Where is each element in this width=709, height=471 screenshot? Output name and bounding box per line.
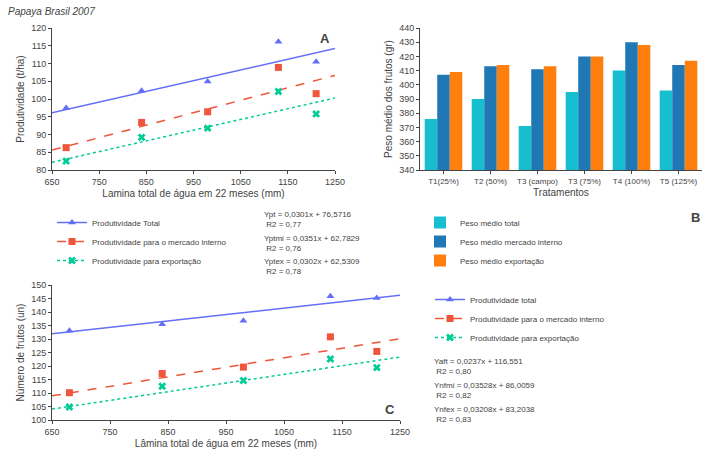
svg-text:105: 105 bbox=[31, 402, 46, 412]
svg-text:105: 105 bbox=[31, 76, 46, 86]
svg-text:Peso médio total: Peso médio total bbox=[460, 219, 520, 228]
svg-text:1150: 1150 bbox=[278, 177, 297, 187]
svg-text:850: 850 bbox=[160, 427, 175, 437]
svg-text:750: 750 bbox=[102, 427, 117, 437]
svg-text:950: 950 bbox=[218, 427, 233, 437]
svg-text:430: 430 bbox=[399, 37, 414, 47]
svg-text:115: 115 bbox=[32, 375, 46, 385]
svg-text:400: 400 bbox=[399, 80, 414, 90]
svg-text:Tratamentos: Tratamentos bbox=[533, 187, 589, 198]
svg-text:145: 145 bbox=[31, 294, 46, 304]
svg-text:85: 85 bbox=[36, 147, 46, 157]
svg-text:T5 (125%): T5 (125%) bbox=[660, 177, 698, 186]
svg-text:340: 340 bbox=[399, 165, 414, 175]
svg-text:T2 (50%): T2 (50%) bbox=[474, 177, 507, 186]
svg-text:T1(25%): T1(25%) bbox=[428, 177, 459, 186]
svg-text:T3 (campo): T3 (campo) bbox=[517, 177, 558, 186]
svg-text:Peso médio dos frutos (gr): Peso médio dos frutos (gr) bbox=[383, 40, 394, 158]
svg-text:750: 750 bbox=[92, 177, 107, 187]
svg-text:650: 650 bbox=[44, 427, 59, 437]
svg-text:1250: 1250 bbox=[325, 177, 345, 187]
svg-text:110: 110 bbox=[32, 59, 46, 69]
svg-text:90: 90 bbox=[36, 130, 46, 140]
svg-text:Yaft = 0,0237x + 116,551 R2 =: Yaft = 0,0237x + 116,551 R2 = 0,80 bbox=[434, 357, 523, 376]
svg-text:Produtividade para o mercado i: Produtividade para o mercado interno bbox=[470, 315, 604, 324]
svg-text:C: C bbox=[385, 402, 395, 417]
svg-text:360: 360 bbox=[399, 137, 414, 147]
svg-text:Peso médio exportação: Peso médio exportação bbox=[460, 257, 545, 266]
svg-text:Número de frutos (un): Número de frutos (un) bbox=[15, 304, 26, 402]
svg-text:440: 440 bbox=[399, 23, 414, 33]
svg-text:1150: 1150 bbox=[332, 427, 351, 437]
svg-text:100: 100 bbox=[31, 415, 46, 425]
svg-text:390: 390 bbox=[399, 94, 414, 104]
svg-text:Yptmi = 0,0351x + 62,7829 R2 =: Yptmi = 0,0351x + 62,7829 R2 = 0,76 bbox=[264, 234, 360, 253]
svg-text:380: 380 bbox=[399, 108, 414, 118]
svg-text:150: 150 bbox=[31, 280, 46, 290]
svg-text:Ypt = 0,0301x + 76,5716 R2 = 0: Ypt = 0,0301x + 76,5716 R2 = 0,77 bbox=[264, 210, 352, 229]
svg-text:Produtividade total: Produtividade total bbox=[470, 296, 536, 305]
svg-text:1250: 1250 bbox=[390, 427, 410, 437]
svg-text:A: A bbox=[320, 31, 330, 46]
svg-text:Lamina total de água em 22 mes: Lamina total de água em 22 meses (mm) bbox=[102, 188, 284, 199]
svg-text:Produtividade Total: Produtividade Total bbox=[92, 219, 160, 228]
svg-text:Lâmina total de água em 22 mes: Lâmina total de água em 22 meses (mm) bbox=[135, 438, 317, 449]
svg-text:120: 120 bbox=[31, 23, 46, 33]
svg-text:Papaya Brasil 2007: Papaya Brasil 2007 bbox=[8, 6, 95, 17]
svg-text:Ynfmi = 0,03528x + 86,0059 R2: Ynfmi = 0,03528x + 86,0059 R2 = 0,82 bbox=[434, 381, 535, 400]
svg-text:115: 115 bbox=[32, 41, 46, 51]
svg-text:T3 (75%): T3 (75%) bbox=[568, 177, 601, 186]
svg-text:95: 95 bbox=[36, 112, 46, 122]
svg-text:Ynfex = 0,03208x + 83,2038 R2: Ynfex = 0,03208x + 83,2038 R2 = 0,83 bbox=[434, 405, 535, 424]
svg-text:125: 125 bbox=[31, 348, 46, 358]
svg-text:1050: 1050 bbox=[231, 177, 251, 187]
svg-text:80: 80 bbox=[36, 165, 46, 175]
svg-text:Produtividade (t/ha): Produtividade (t/ha) bbox=[15, 55, 26, 142]
svg-text:120: 120 bbox=[31, 361, 46, 371]
svg-text:410: 410 bbox=[399, 66, 414, 76]
svg-text:140: 140 bbox=[31, 307, 46, 317]
svg-text:130: 130 bbox=[31, 334, 46, 344]
svg-text:B: B bbox=[691, 210, 700, 225]
svg-text:370: 370 bbox=[399, 123, 414, 133]
svg-text:100: 100 bbox=[31, 94, 46, 104]
svg-text:420: 420 bbox=[399, 52, 414, 62]
svg-text:1050: 1050 bbox=[274, 427, 294, 437]
svg-text:850: 850 bbox=[139, 177, 154, 187]
svg-text:650: 650 bbox=[44, 177, 59, 187]
svg-text:Produtividade para o mercado i: Produtividade para o mercado interno bbox=[92, 238, 226, 247]
svg-text:Produtividade para exportação: Produtividade para exportação bbox=[92, 257, 202, 266]
svg-text:T4 (100%): T4 (100%) bbox=[613, 177, 651, 186]
svg-text:Peso médio mercado interno: Peso médio mercado interno bbox=[460, 238, 563, 247]
svg-text:135: 135 bbox=[31, 321, 46, 331]
svg-text:350: 350 bbox=[399, 151, 414, 161]
svg-text:Produtividade para exportação: Produtividade para exportação bbox=[470, 334, 580, 343]
svg-text:950: 950 bbox=[186, 177, 201, 187]
svg-text:110: 110 bbox=[32, 388, 46, 398]
svg-text:Yptex = 0,0302x + 62,5309 R2 =: Yptex = 0,0302x + 62,5309 R2 = 0,78 bbox=[264, 257, 360, 276]
